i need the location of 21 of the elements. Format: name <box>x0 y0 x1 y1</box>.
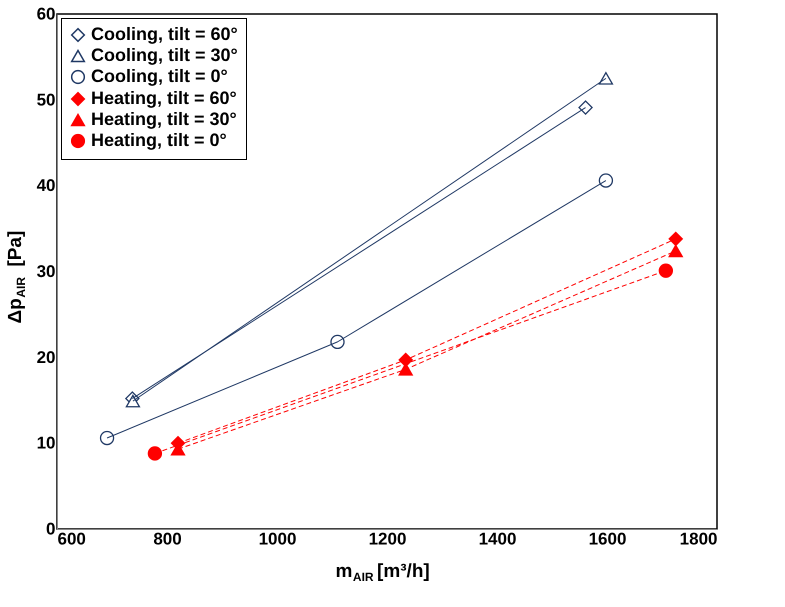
y-tick-label: 30 <box>36 262 56 281</box>
x-tick-label: 1400 <box>478 530 516 548</box>
y-tick-label: 20 <box>36 348 56 367</box>
legend-label: Cooling, tilt = 60° <box>91 24 238 44</box>
legend-label: Cooling, tilt = 0° <box>91 66 228 86</box>
x-tick-label: 1800 <box>680 530 718 548</box>
y-tick-label: 10 <box>36 434 56 453</box>
x-tick-label: 600 <box>58 530 86 548</box>
x-tick-label: 1000 <box>258 530 296 548</box>
legend-label: Heating, tilt = 60° <box>91 88 237 108</box>
y-tick-label: 40 <box>36 176 56 196</box>
x-tick-label: 800 <box>153 530 182 548</box>
x-tick-label: 1600 <box>588 530 626 548</box>
y-axis-title: ΔpAIR [Pa] <box>5 230 28 324</box>
legend-label: Heating, tilt = 0° <box>91 130 227 150</box>
y-tick-label: 50 <box>36 90 56 110</box>
legend-label: Cooling, tilt = 30° <box>91 45 238 65</box>
y-tick-label: 60 <box>36 4 56 24</box>
x-tick-label: 1200 <box>368 530 406 548</box>
y-tick-label: 0 <box>46 520 56 538</box>
legend-label: Heating, tilt = 30° <box>91 109 237 129</box>
